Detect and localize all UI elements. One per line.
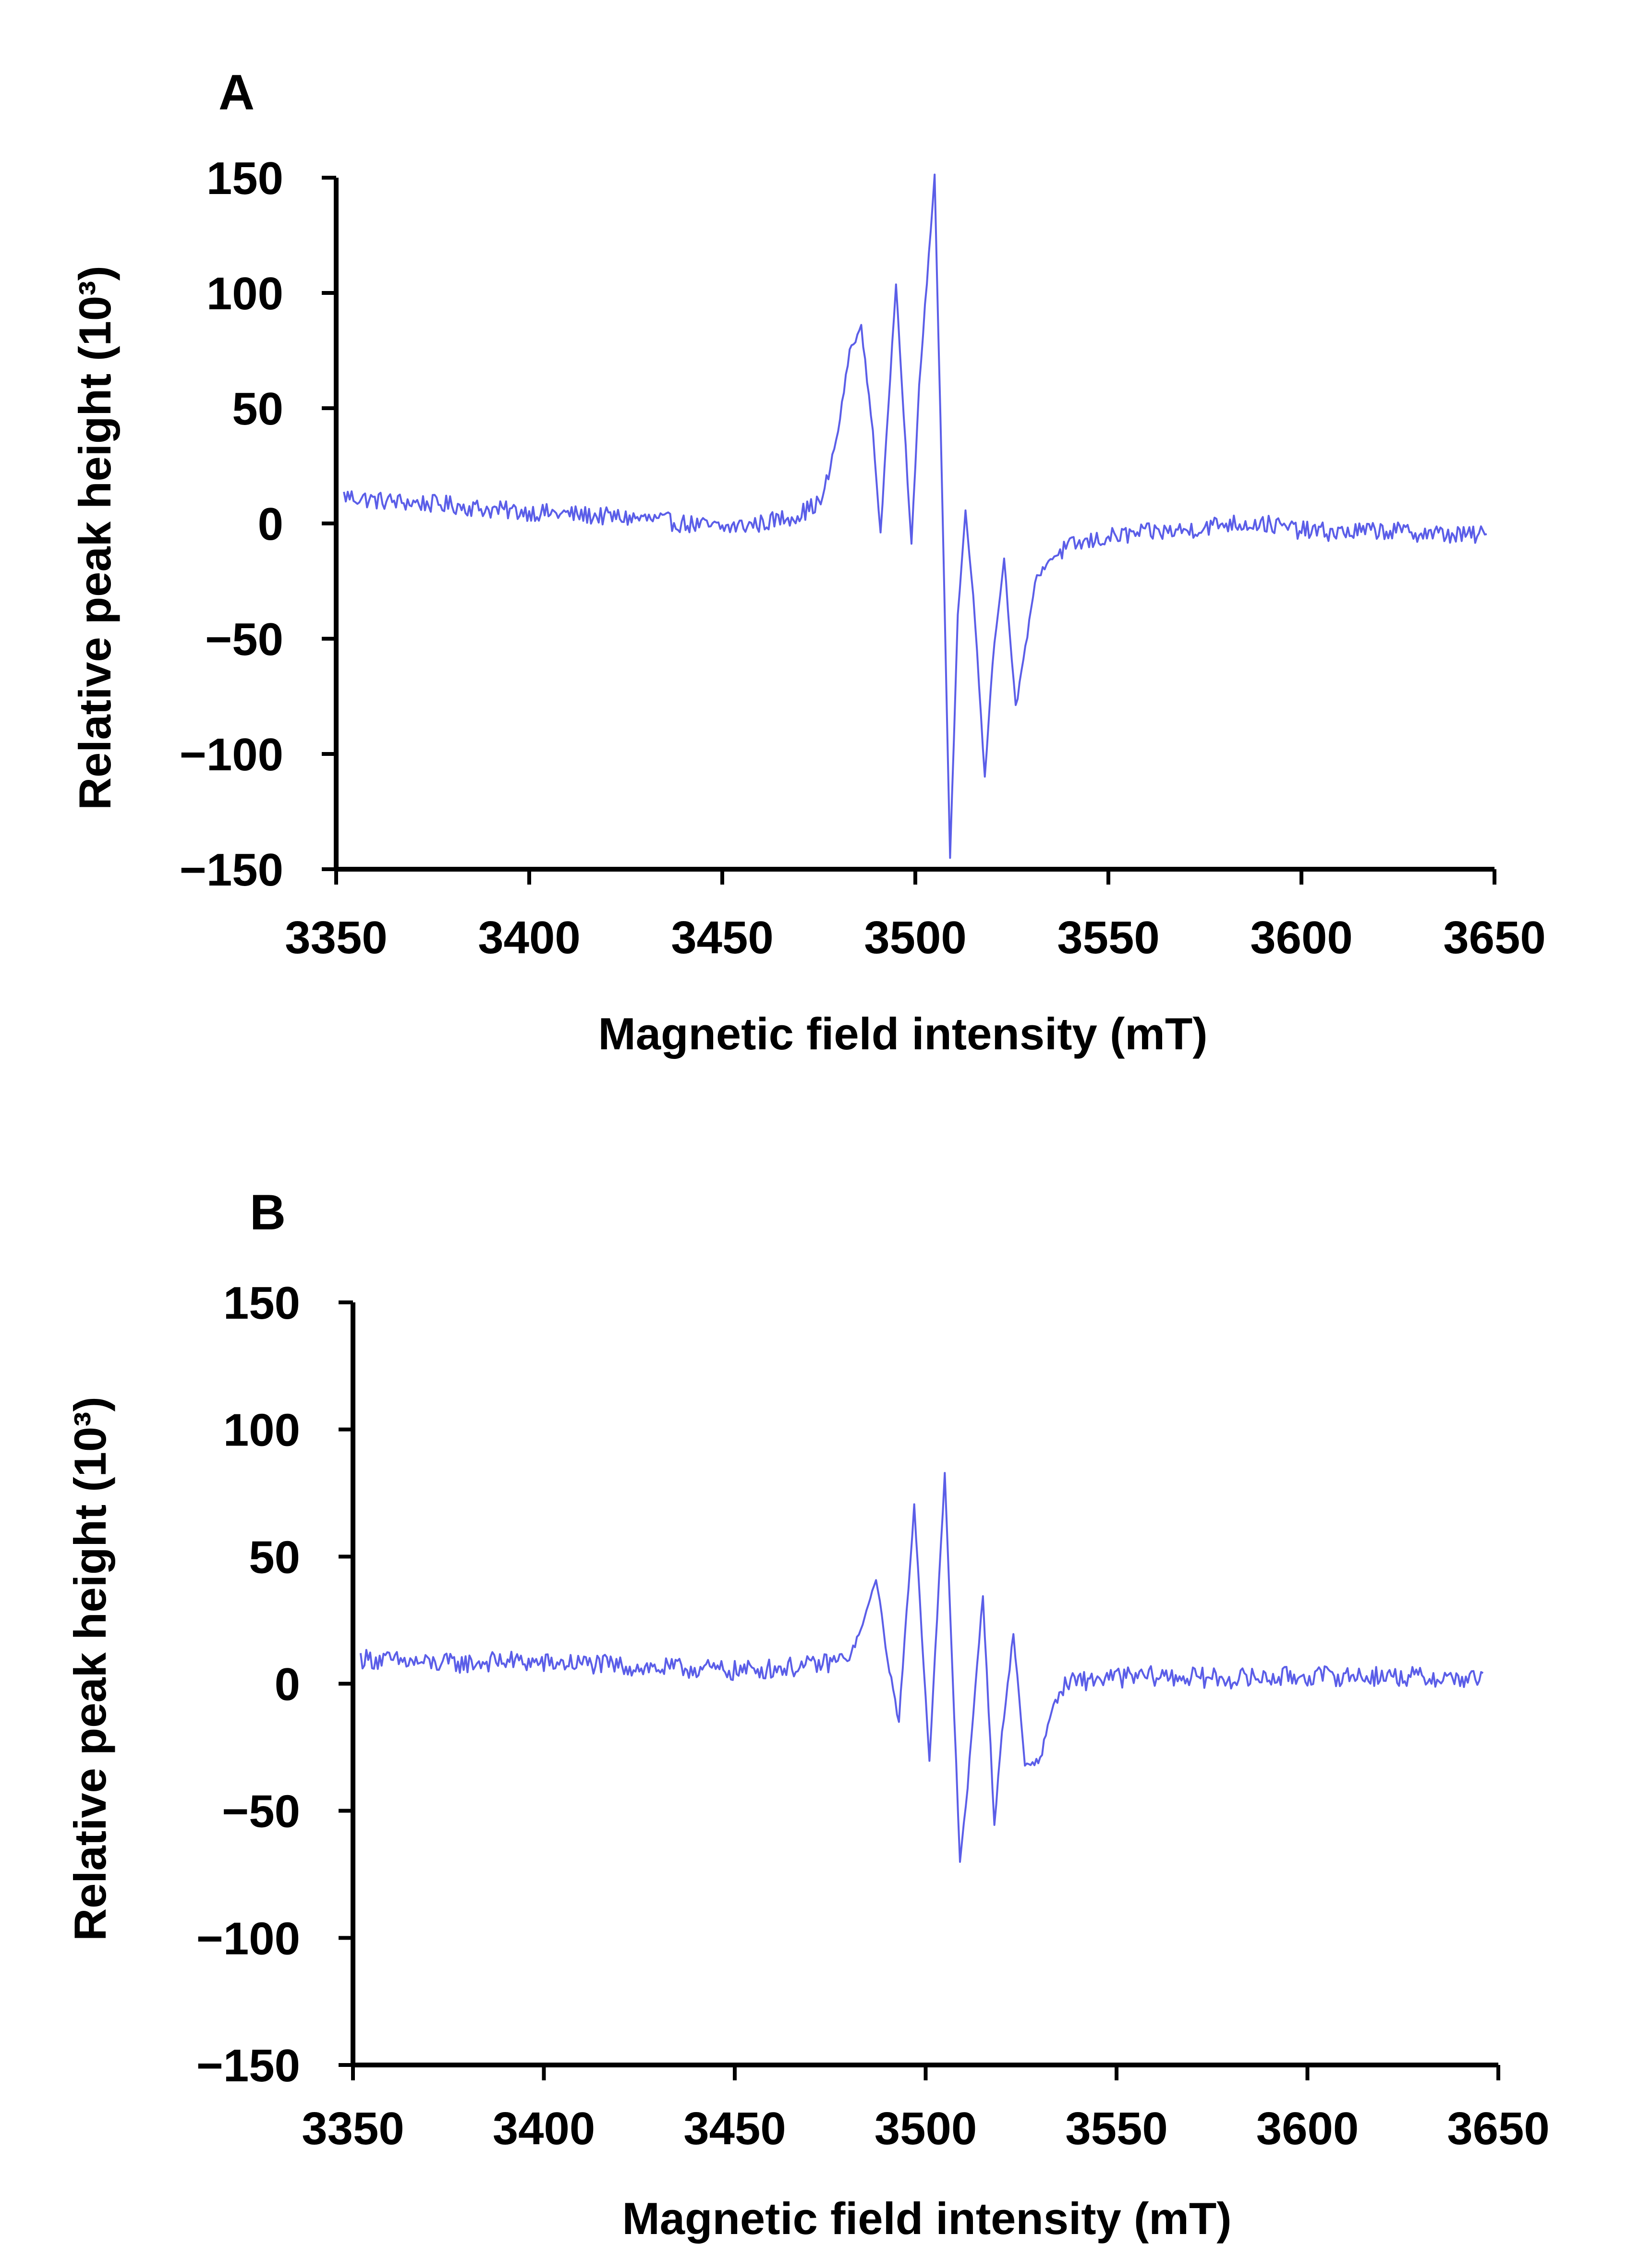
panel-b-x-tick-label: 3550 bbox=[1065, 2103, 1168, 2154]
panel-a-series-line bbox=[343, 173, 1487, 859]
panel-a-y-tick-label: −50 bbox=[205, 614, 283, 665]
panel-b-y-axis-title: Relative peak height (10³) bbox=[65, 1397, 115, 1941]
panel-b-x-tick-label: 3500 bbox=[875, 2103, 977, 2154]
panel-b-label: B bbox=[250, 1185, 286, 1240]
panel-a-y-tick-label: −150 bbox=[180, 844, 283, 896]
panel-a-y-tick-label: 100 bbox=[206, 268, 283, 319]
panel-b-y-tick-label: −50 bbox=[222, 1786, 300, 1837]
panel-a-y-tick-label: 150 bbox=[206, 153, 283, 204]
panel-a-y-tick-label: 0 bbox=[258, 498, 283, 550]
panel-a-y-tick-label: 50 bbox=[232, 383, 283, 435]
panel-b-y-tick-label: 50 bbox=[249, 1531, 300, 1583]
panel-b-y-tick-label: 100 bbox=[223, 1405, 300, 1456]
panel-b-series-line bbox=[359, 1472, 1484, 1863]
panel-b-y-tick-label: 150 bbox=[223, 1277, 300, 1329]
panel-a-label: A bbox=[219, 65, 255, 121]
panel-b-x-tick-label: 3650 bbox=[1447, 2103, 1550, 2154]
panel-a-x-tick-label: 3400 bbox=[478, 912, 581, 963]
panel-b-y-tick-label: 0 bbox=[275, 1659, 300, 1710]
panel-b-x-tick-label: 3450 bbox=[683, 2103, 786, 2154]
panel-a-y-tick-label: −100 bbox=[180, 729, 283, 780]
panel-a-x-axis-title: Magnetic field intensity (mT) bbox=[598, 1008, 1207, 1059]
panel-a-x-tick-label: 3450 bbox=[671, 912, 774, 963]
panel-b-x-tick-label: 3400 bbox=[493, 2103, 595, 2154]
panel-b-x-tick-label: 3600 bbox=[1256, 2103, 1359, 2154]
panel-a-x-tick-label: 3500 bbox=[864, 912, 967, 963]
panel-b-x-tick-label: 3350 bbox=[302, 2103, 404, 2154]
panel-b-x-axis-title: Magnetic field intensity (mT) bbox=[622, 2193, 1231, 2244]
panel-a-x-tick-label: 3550 bbox=[1057, 912, 1160, 963]
panel-b-y-tick-label: −100 bbox=[196, 1913, 300, 1964]
panel-a-x-tick-label: 3350 bbox=[285, 912, 388, 963]
panel-b-y-tick-label: −150 bbox=[196, 2040, 300, 2091]
panel-a-x-tick-label: 3650 bbox=[1443, 912, 1546, 963]
panel-a-y-axis-title: Relative peak height (10³) bbox=[70, 266, 120, 810]
panel-a-x-tick-label: 3600 bbox=[1250, 912, 1353, 963]
